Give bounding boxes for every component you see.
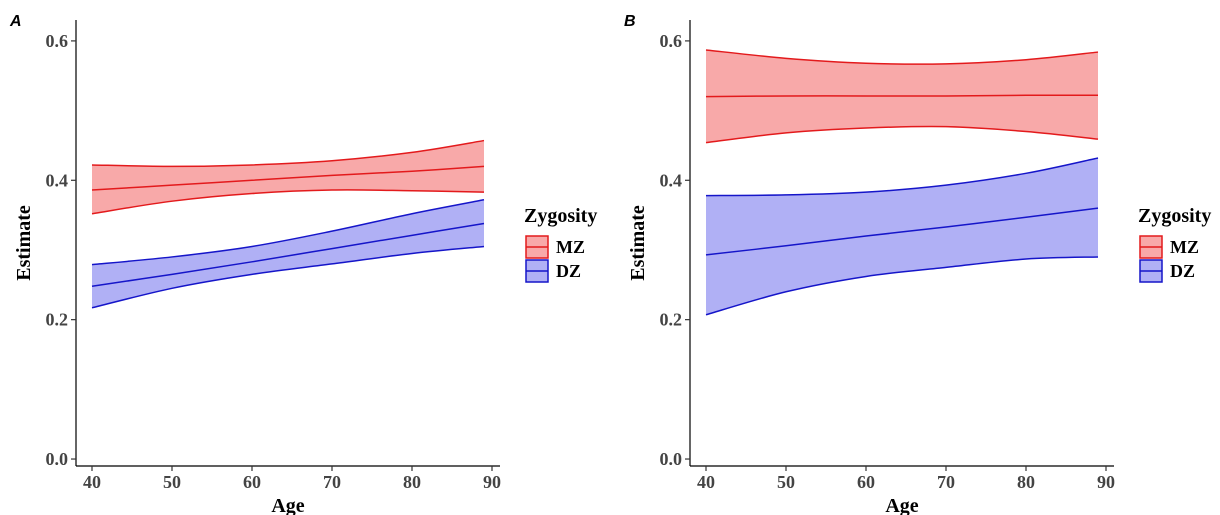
x-tick-label: 80 (403, 472, 421, 492)
legend-label-dz: DZ (556, 261, 581, 281)
estimate-line-dz (91, 222, 485, 287)
estimate-line-mz (91, 165, 485, 191)
y-tick-label: 0.0 (660, 449, 683, 469)
upper-bound-line-mz (91, 139, 485, 168)
upper-bound-line-dz (705, 157, 1099, 197)
chart-panel-a: A 0.0 0.2 0.4 0.6 40 50 60 70 80 90 Age Estimate Zygo… (9, 13, 597, 515)
legend-label-dz: DZ (1170, 261, 1195, 281)
legend-label-mz: MZ (1170, 237, 1199, 257)
y-tick-label: 0.2 (46, 310, 69, 330)
lower-bound-line-mz (91, 189, 485, 215)
upper-bound-line-dz (91, 199, 485, 266)
chart-panel-b: B 0.0 0.2 0.4 0.6 40 50 60 70 80 90 Age Estimate Zygo… (624, 13, 1211, 515)
estimate-line-dz (705, 207, 1099, 256)
legend-title: Zygosity (1138, 205, 1211, 227)
y-tick-label: 0.6 (46, 31, 69, 51)
y-tick-label: 0.4 (660, 170, 683, 190)
x-tick-label: 80 (1017, 472, 1035, 492)
x-tick-label: 60 (243, 472, 261, 492)
y-tick-label: 0.6 (660, 31, 683, 51)
ribbon-mz (92, 140, 484, 214)
lower-bound-line-mz (705, 125, 1099, 144)
x-tick-label: 50 (777, 472, 795, 492)
legend: Zygosity MZ DZ (524, 205, 597, 283)
x-tick-label: 70 (323, 472, 341, 492)
x-axis-title: Age (271, 495, 304, 515)
ribbon-dz (92, 199, 484, 308)
x-tick-label: 90 (1097, 472, 1115, 492)
legend-label-mz: MZ (556, 237, 585, 257)
x-tick-label: 50 (163, 472, 181, 492)
y-axis-title: Estimate (627, 205, 649, 281)
x-tick-label: 90 (483, 472, 501, 492)
estimate-line-mz (705, 94, 1099, 98)
lower-bound-line-dz (705, 256, 1099, 316)
x-axis-title: Age (885, 495, 918, 515)
upper-bound-line-mz (705, 49, 1099, 65)
legend: Zygosity MZ DZ (1138, 205, 1211, 283)
x-tick-label: 60 (857, 472, 875, 492)
y-tick-label: 0.4 (46, 170, 69, 190)
y-axis-title: Estimate (13, 205, 35, 281)
panel-letter: B (624, 13, 636, 30)
lower-bound-line-dz (91, 245, 485, 309)
x-tick-label: 40 (697, 472, 715, 492)
x-tick-label: 40 (83, 472, 101, 492)
ribbon-dz (706, 157, 1098, 315)
y-tick-label: 0.2 (660, 310, 683, 330)
legend-title: Zygosity (524, 205, 597, 227)
x-tick-label: 70 (937, 472, 955, 492)
y-tick-label: 0.0 (46, 449, 69, 469)
panel-letter: A (9, 13, 22, 30)
